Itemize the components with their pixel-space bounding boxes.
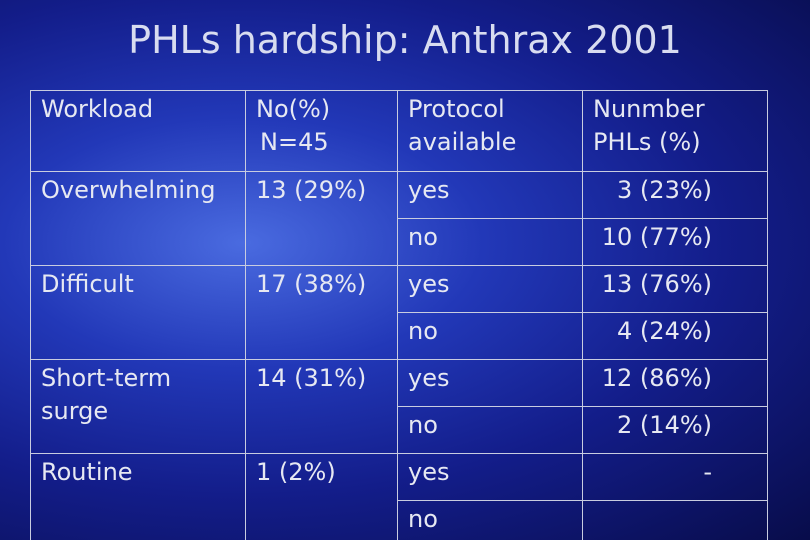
number-cell: - (582, 453, 768, 501)
workload-cell: Routine (30, 453, 246, 540)
protocol-cell: no (397, 406, 583, 454)
workload-cell: Short-term surge (30, 359, 246, 454)
number-cell: 13 (76%) (582, 265, 768, 313)
header-text: No(%) (256, 95, 331, 123)
table-row: no (31, 500, 768, 540)
table-row: Overwhelming 13 (29%) yes 3 (23%) (30, 171, 768, 266)
header-text: Workload (41, 95, 154, 123)
protocol-cell: no (397, 500, 583, 540)
workload-cell: Overwhelming (30, 171, 246, 266)
protocol-cell: yes (397, 453, 583, 501)
header-text: N=45 (260, 128, 329, 156)
number-cell: 3 (23%) (582, 171, 768, 219)
protocol-cell: no (397, 312, 583, 360)
table-row: Routine 1 (2%) yes - (30, 453, 768, 540)
protocol-cell: yes (397, 359, 583, 407)
number-cell: 2 (14%) (582, 406, 768, 454)
header-cell: Nunmber PHLs (%) (582, 90, 768, 172)
table-row: Difficult 17 (38%) yes 13 (76%) (30, 265, 768, 360)
workload-cell: Difficult (30, 265, 246, 360)
number-cell: 4 (24%) (582, 312, 768, 360)
header-cell: Protocol available (397, 90, 583, 172)
table-row: Short-term surge 14 (31%) yes 12 (86%) (30, 359, 768, 454)
number-cell (582, 500, 768, 540)
number-cell: 12 (86%) (582, 359, 768, 407)
count-cell: 1 (2%) (245, 453, 398, 540)
header-row: Workload No(%) N=45 Protocol available Nu… (30, 90, 768, 172)
header-text: Nunmber PHLs (%) (593, 95, 705, 156)
count-cell: 14 (31%) (245, 359, 398, 454)
slide-title: PHLs hardship: Anthrax 2001 (128, 18, 682, 62)
count-cell: 13 (29%) (245, 171, 398, 266)
protocol-cell: yes (397, 265, 583, 313)
number-cell: 10 (77%) (582, 218, 768, 266)
header-cell: Workload (30, 90, 246, 172)
protocol-cell: no (397, 218, 583, 266)
count-cell: 17 (38%) (245, 265, 398, 360)
header-text: Protocol available (408, 95, 517, 156)
header-cell: No(%) N=45 (245, 90, 398, 172)
hardship-table: Workload No(%) N=45 Protocol available Nu… (30, 90, 768, 540)
table-row: no 10 (77%) (31, 218, 768, 266)
protocol-cell: yes (397, 171, 583, 219)
